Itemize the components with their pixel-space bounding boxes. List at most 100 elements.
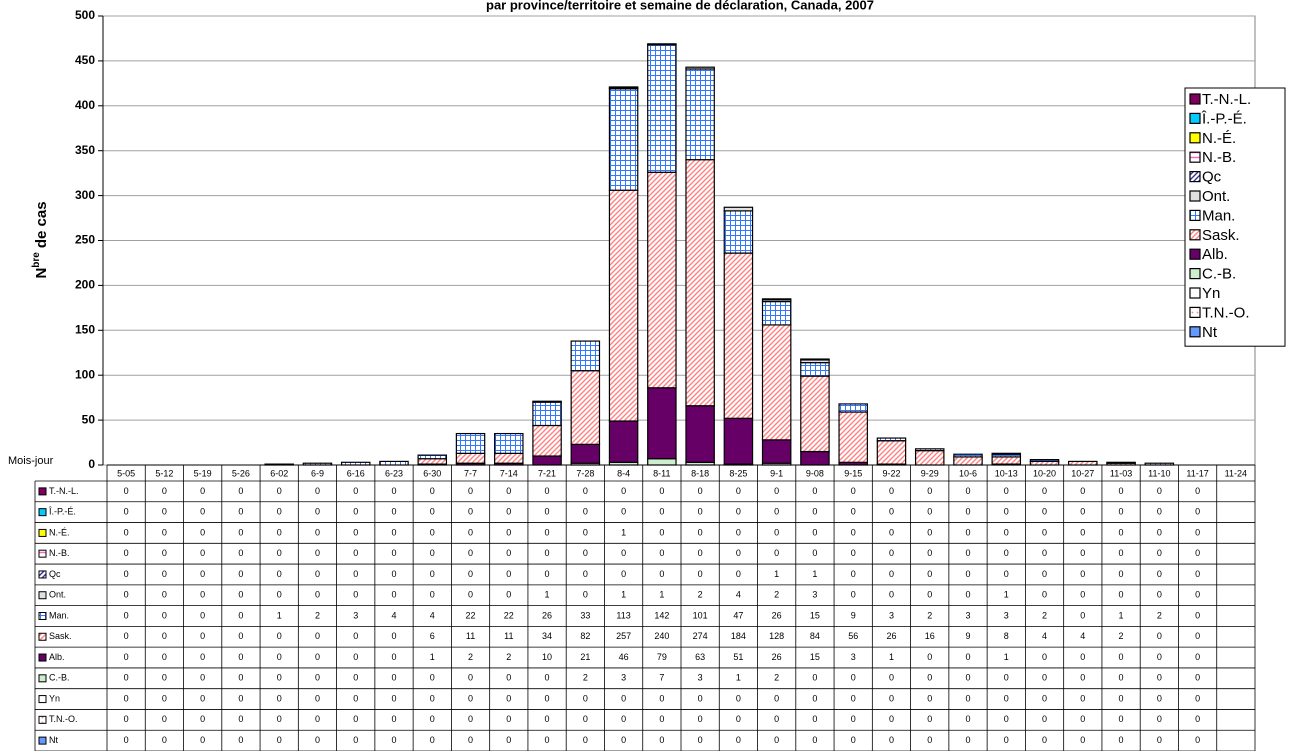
table-cell: 0 <box>965 527 970 537</box>
table-cell: 128 <box>769 631 784 641</box>
x-tick-label: 6-30 <box>423 468 441 478</box>
x-tick-label: 9-1 <box>770 468 783 478</box>
table-cell: 3 <box>965 610 970 620</box>
table-cell: 0 <box>659 735 664 745</box>
bar-segment <box>494 452 524 464</box>
table-cell: 0 <box>277 507 282 517</box>
table-cell: 0 <box>736 527 741 537</box>
table-cell: 0 <box>927 590 932 600</box>
table-cell: 0 <box>124 527 129 537</box>
table-cell: 11 <box>466 631 475 641</box>
bar-segment <box>800 362 830 377</box>
table-cell: 0 <box>545 735 550 745</box>
table-cell: 0 <box>162 714 167 724</box>
table-cell: 0 <box>506 507 511 517</box>
table-cell: 0 <box>889 693 894 703</box>
x-tick-label: 9-29 <box>921 468 939 478</box>
table-cell: 0 <box>545 693 550 703</box>
table-cell: 0 <box>1080 610 1085 620</box>
table-cell: 0 <box>583 590 588 600</box>
table-cell: 0 <box>468 507 473 517</box>
table-cell: 0 <box>1080 507 1085 517</box>
table-cell: 2 <box>1042 610 1047 620</box>
table-cell: 0 <box>124 590 129 600</box>
table-cell: 0 <box>353 590 358 600</box>
table-cell: 0 <box>315 693 320 703</box>
table-cell: 0 <box>927 548 932 558</box>
table-cell: 3 <box>812 590 817 600</box>
table-cell: 0 <box>162 610 167 620</box>
bar-segment <box>761 324 792 441</box>
bar-segment <box>532 401 562 427</box>
table-cell: 0 <box>162 569 167 579</box>
table-cell: 0 <box>889 486 894 496</box>
x-tick-label: 7-21 <box>538 468 556 478</box>
table-cell: 0 <box>200 507 205 517</box>
table-row-label: Yn <box>49 693 60 703</box>
table-cell: 2 <box>927 610 932 620</box>
table-cell: 0 <box>124 693 129 703</box>
table-cell: 0 <box>736 507 741 517</box>
table-cell: 0 <box>1157 673 1162 683</box>
legend-box <box>1184 87 1286 347</box>
table-cell: 0 <box>200 714 205 724</box>
table-cell: 0 <box>736 714 741 724</box>
table-swatch <box>38 549 47 558</box>
legend-swatch <box>1189 151 1201 163</box>
x-tick-label: 8-25 <box>729 468 747 478</box>
table-row-label: Î.-P.-É. <box>48 507 76 517</box>
table-cell: 26 <box>542 610 552 620</box>
legend-label: N.-B. <box>1202 149 1236 166</box>
table-cell: 0 <box>774 486 779 496</box>
x-tick-label: 9-15 <box>844 468 862 478</box>
table-cell: 0 <box>927 569 932 579</box>
table-cell: 0 <box>162 507 167 517</box>
x-tick-label: 10-6 <box>959 468 977 478</box>
legend-label: Nt <box>1202 324 1218 341</box>
table-cell: 34 <box>542 631 552 641</box>
table-cell: 4 <box>391 610 396 620</box>
bar-segment <box>608 420 639 463</box>
table-cell: 0 <box>1157 507 1162 517</box>
table-cell: 0 <box>162 486 167 496</box>
table-cell: 8 <box>1004 631 1009 641</box>
table-cell: 0 <box>277 527 282 537</box>
bar-segment <box>532 424 562 457</box>
table-cell: 0 <box>1080 673 1085 683</box>
table-cell: 0 <box>506 714 511 724</box>
x-axis-label: Mois-jour <box>8 455 54 467</box>
table-cell: 0 <box>353 714 358 724</box>
table-cell: 56 <box>848 631 858 641</box>
table-cell: 0 <box>1119 527 1124 537</box>
table-cell: 0 <box>889 527 894 537</box>
table-cell: 0 <box>277 735 282 745</box>
table-cell: 0 <box>315 714 320 724</box>
table-cell: 0 <box>812 735 817 745</box>
legend-label: Alb. <box>1202 246 1228 263</box>
table-cell: 0 <box>238 714 243 724</box>
legend-swatch <box>1189 287 1201 299</box>
table-cell: 0 <box>430 486 435 496</box>
y-tick-label: 150 <box>75 322 95 336</box>
table-cell: 0 <box>238 652 243 662</box>
table-cell: 21 <box>580 652 590 662</box>
table-cell: 0 <box>1080 548 1085 558</box>
table-cell: 0 <box>965 569 970 579</box>
legend-label: Qc <box>1202 169 1222 186</box>
table-cell: 0 <box>621 569 626 579</box>
table-cell: 1 <box>1119 610 1124 620</box>
bar-segment <box>570 370 601 445</box>
bar-segment <box>761 298 792 301</box>
table-cell: 79 <box>657 652 667 662</box>
y-tick-label: 100 <box>75 367 95 381</box>
legend-label: T.-N.-L. <box>1202 91 1251 108</box>
table-cell: 0 <box>1157 631 1162 641</box>
bar-segment <box>570 340 601 372</box>
table-cell: 0 <box>391 673 396 683</box>
table-cell: 2 <box>774 673 779 683</box>
table-cell: 0 <box>430 569 435 579</box>
bar-segment <box>455 432 486 454</box>
table-cell: 0 <box>506 673 511 683</box>
table-cell: 0 <box>315 548 320 558</box>
table-cell: 0 <box>621 735 626 745</box>
